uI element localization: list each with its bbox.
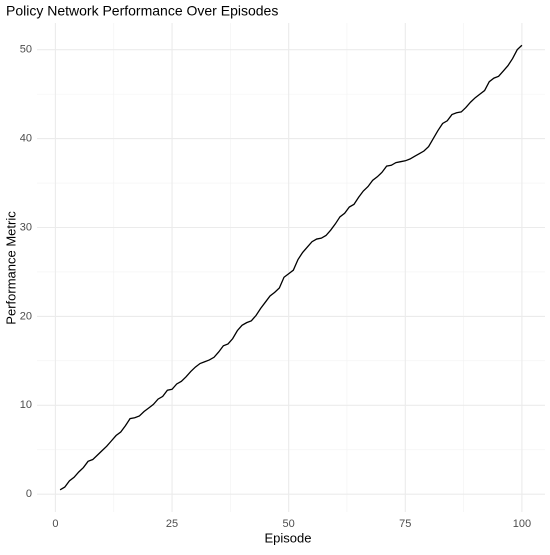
y-tick-label: 50 (20, 44, 32, 56)
y-tick-label: 20 (20, 310, 32, 322)
chart-title: Policy Network Performance Over Episodes (6, 3, 278, 19)
x-tick-label: 0 (52, 518, 58, 530)
x-tick-label: 75 (399, 518, 411, 530)
y-axis-label: Performance Metric (3, 211, 18, 325)
y-tick-label: 40 (20, 132, 32, 144)
line (59, 44, 523, 491)
y-tick-label: 30 (20, 221, 32, 233)
y-tick-label: 10 (20, 399, 32, 411)
y-tick-label: 0 (26, 488, 32, 500)
x-tick-label: 100 (513, 518, 531, 530)
x-tick-label: 50 (283, 518, 295, 530)
x-axis-label: Episode (265, 530, 312, 545)
x-tick-label: 25 (166, 518, 178, 530)
